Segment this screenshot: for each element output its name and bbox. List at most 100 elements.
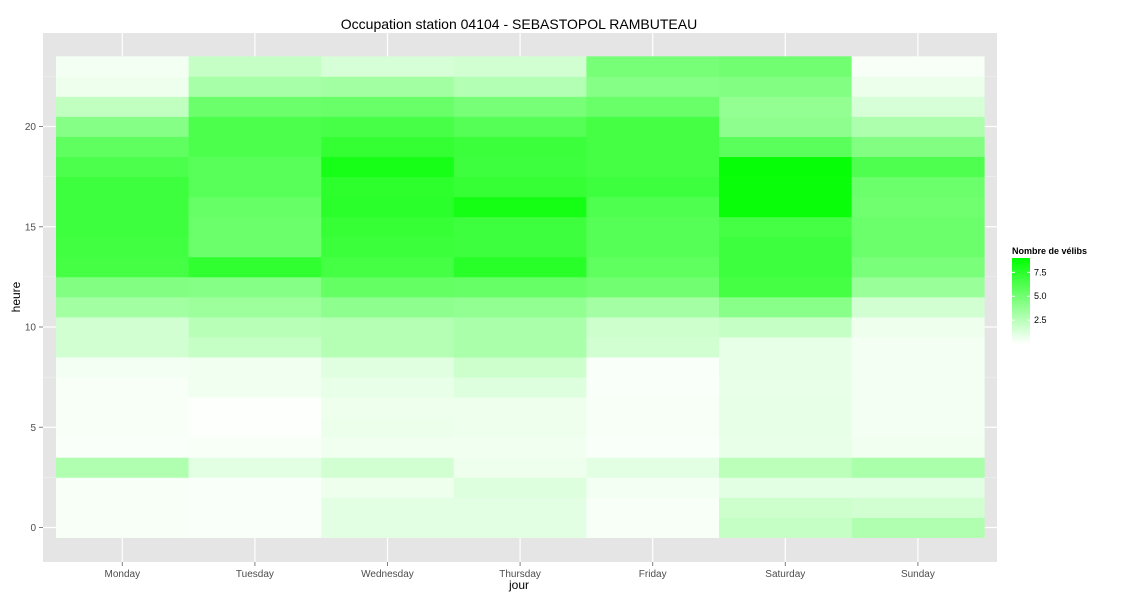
heatmap-tile <box>56 116 189 137</box>
heatmap-tile <box>188 397 322 418</box>
x-tick-label: Wednesday <box>361 569 414 580</box>
heatmap-tile <box>586 517 720 538</box>
heatmap-tile <box>586 296 720 318</box>
heatmap-tile <box>321 457 455 478</box>
heatmap-tile <box>851 457 985 478</box>
heatmap-tile <box>453 437 587 458</box>
heatmap-tile <box>453 337 587 358</box>
heatmap-tile <box>586 56 720 77</box>
heatmap-tile <box>56 417 189 438</box>
heatmap-tile <box>56 296 189 318</box>
heatmap-tile <box>719 377 852 398</box>
heatmap-tile <box>56 196 189 218</box>
heatmap-tile <box>56 96 189 117</box>
heatmap-tile <box>188 216 322 238</box>
x-tick-label: Thursday <box>499 569 541 580</box>
heatmap-tile <box>453 276 587 298</box>
heatmap-tile <box>188 457 322 478</box>
heatmap-tile <box>851 477 985 498</box>
heatmap-tile <box>321 256 455 278</box>
heatmap-tile <box>453 56 587 77</box>
heatmap-tile <box>188 116 322 137</box>
heatmap-tile <box>586 176 720 198</box>
x-tick-label: Saturday <box>765 569 805 580</box>
heatmap-tile <box>586 216 720 238</box>
heatmap-tile <box>719 196 852 218</box>
legend-colorbar <box>1012 258 1030 344</box>
heatmap-tile <box>56 176 189 198</box>
heatmap-tile <box>188 497 322 518</box>
heatmap-tile <box>321 296 455 318</box>
heatmap-tile <box>56 437 189 458</box>
heatmap-tile <box>188 196 322 218</box>
heatmap-tile <box>188 477 322 498</box>
heatmap-tile <box>321 116 455 137</box>
y-tick-label: 10 <box>25 323 37 334</box>
heatmap-tile <box>851 417 985 438</box>
heatmap-tile <box>851 377 985 398</box>
heatmap-tile <box>188 296 322 318</box>
legend-ticks: 2.5 5.0 7.5 <box>1012 267 1047 325</box>
heatmap-tile <box>586 76 720 97</box>
heatmap-tile <box>453 76 587 97</box>
heatmap-tile <box>453 497 587 518</box>
heatmap-tile <box>56 357 189 378</box>
heatmap-tile <box>453 216 587 238</box>
heatmap-tile <box>586 236 720 258</box>
heatmap-tile <box>188 276 322 298</box>
legend-tick-label: 2.5 <box>1034 315 1047 325</box>
heatmap-tile <box>453 377 587 398</box>
heatmap-tile <box>453 96 587 117</box>
heatmap-tile <box>719 176 852 198</box>
heatmap-tile <box>586 256 720 278</box>
heatmap-tile <box>851 236 985 258</box>
heatmap-tile <box>56 76 189 97</box>
heatmap-tile <box>719 76 852 97</box>
heatmap-tile <box>321 136 455 157</box>
heatmap-tile <box>586 316 720 338</box>
heatmap-tile <box>188 236 322 258</box>
x-axis: Monday Tuesday Wednesday Thursday Friday Satu… <box>105 562 935 580</box>
heatmap-tile <box>453 296 587 318</box>
heatmap-tile <box>188 357 322 378</box>
x-tick-label: Monday <box>105 569 141 580</box>
heatmap-tile <box>586 417 720 438</box>
heatmap-tile <box>851 296 985 318</box>
heatmap-tile <box>719 517 852 538</box>
heatmap-tile <box>188 256 322 278</box>
heatmap-tile <box>321 397 455 418</box>
heatmap-tile <box>719 337 852 358</box>
heatmap-tile <box>321 96 455 117</box>
heatmap-tile <box>321 176 455 198</box>
heatmap-tile <box>586 337 720 358</box>
heatmap-tile <box>321 477 455 498</box>
heatmap-tile <box>851 116 985 137</box>
heatmap-tile <box>719 276 852 298</box>
heatmap-tile <box>453 457 587 478</box>
heatmap-tile <box>321 377 455 398</box>
heatmap-tile <box>851 316 985 338</box>
heatmap-tile <box>56 316 189 338</box>
x-tick-label: Friday <box>639 569 667 580</box>
heatmap-tile <box>586 377 720 398</box>
heatmap-tile <box>719 437 852 458</box>
heatmap-tile <box>188 517 322 538</box>
heatmap-tile <box>453 417 587 438</box>
heatmap-tile <box>586 116 720 137</box>
heatmap-tile <box>719 477 852 498</box>
heatmap-tile <box>321 276 455 298</box>
heatmap-tile <box>453 517 587 538</box>
heatmap-tile <box>188 377 322 398</box>
heatmap-tile <box>56 216 189 238</box>
legend: Nombre de vélibs 2.5 5.0 7.5 <box>1012 246 1087 344</box>
heatmap-tile <box>188 136 322 157</box>
legend-title: Nombre de vélibs <box>1012 246 1087 256</box>
heatmap-tile <box>851 276 985 298</box>
heatmap-tile <box>851 357 985 378</box>
heatmap-tile <box>321 417 455 438</box>
heatmap-tile <box>586 397 720 418</box>
heatmap-tile <box>586 477 720 498</box>
heatmap-tile <box>321 236 455 258</box>
heatmap-tile <box>586 156 720 178</box>
